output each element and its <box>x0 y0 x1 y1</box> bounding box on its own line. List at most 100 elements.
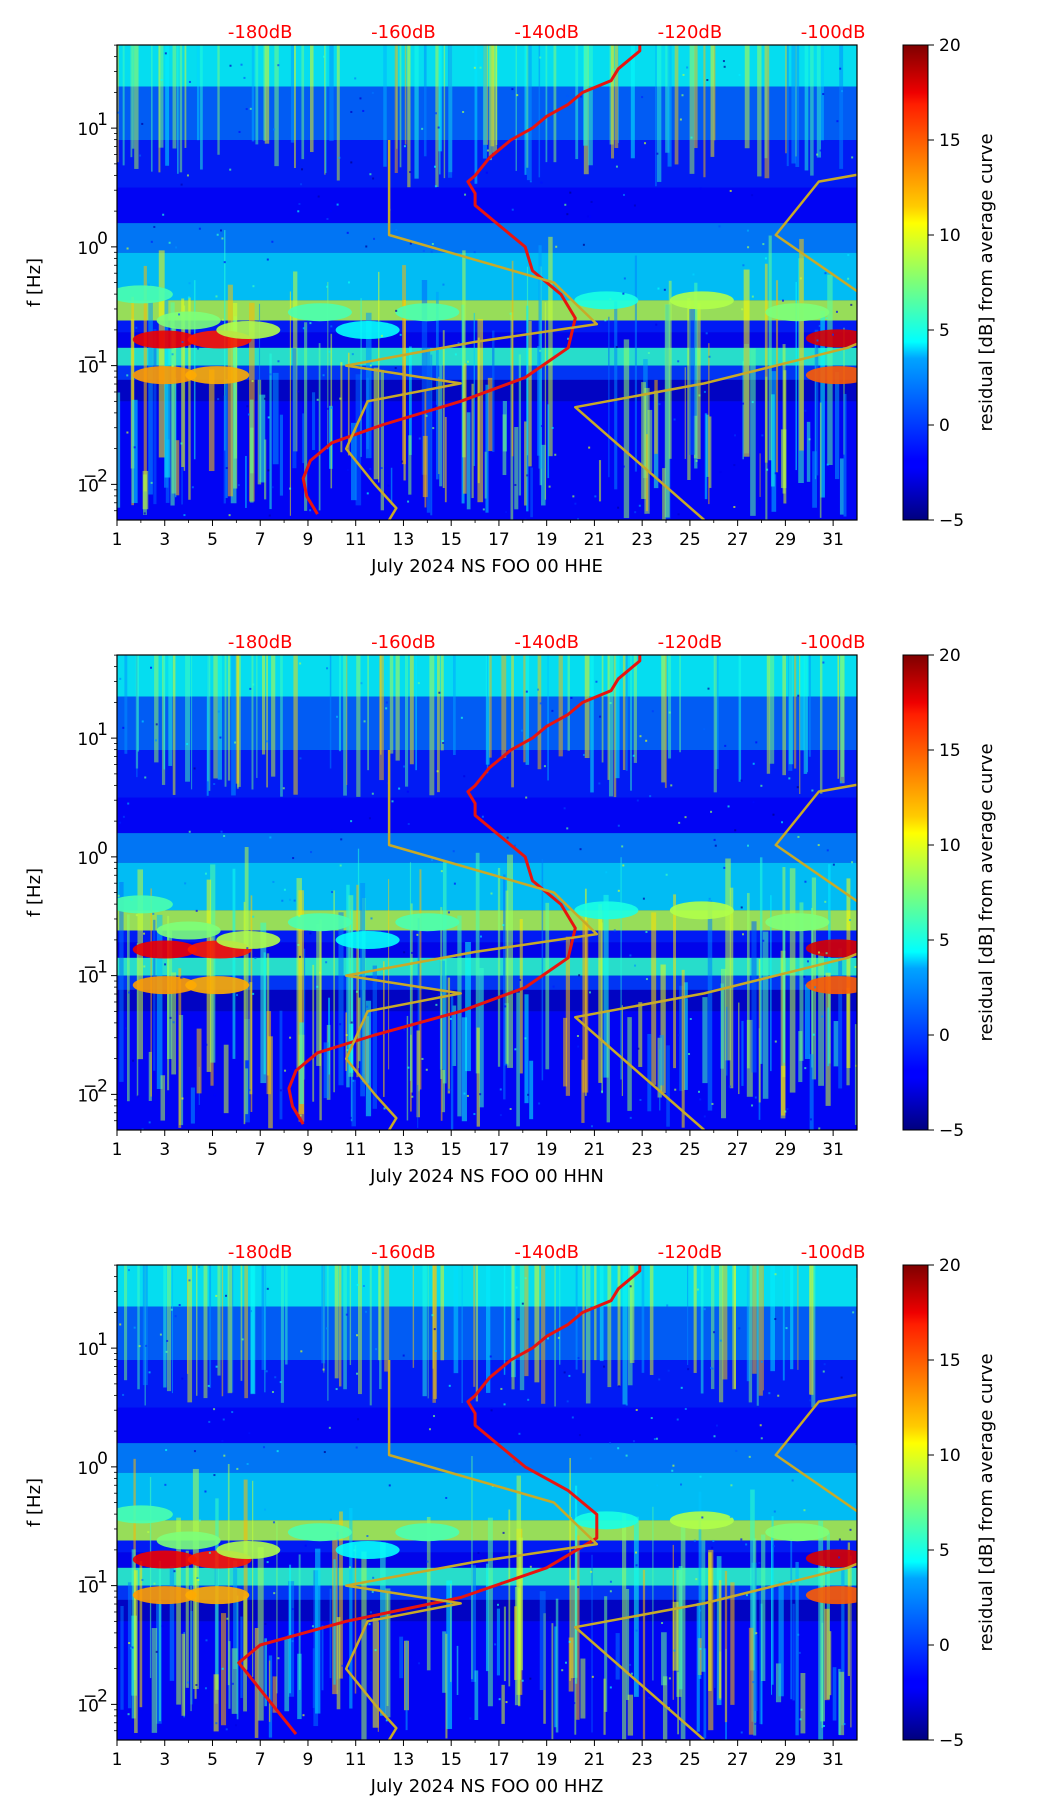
speckle <box>322 1368 325 1371</box>
speckle <box>696 1288 699 1291</box>
speckle <box>336 715 339 718</box>
speckle <box>772 813 775 816</box>
speckle <box>849 1528 852 1531</box>
stripe <box>652 1506 654 1681</box>
speckle <box>432 427 435 430</box>
stripe <box>645 434 649 512</box>
stripe <box>119 882 124 1082</box>
stripe <box>372 965 377 1109</box>
speckle <box>663 288 666 291</box>
speckle <box>657 287 660 290</box>
stripe <box>450 996 454 1130</box>
speckle <box>297 210 300 213</box>
hf-stripe <box>327 1265 329 1401</box>
hf-stripe <box>447 45 453 178</box>
stripe <box>268 1655 273 1738</box>
speckle <box>740 779 743 782</box>
speckle <box>505 1701 508 1704</box>
stripe <box>382 961 385 1097</box>
speckle <box>204 872 207 875</box>
speckle <box>546 1337 549 1340</box>
stripe <box>471 1455 473 1680</box>
speckle <box>540 181 543 184</box>
speckle <box>155 739 158 742</box>
stripe <box>526 305 529 512</box>
stripe <box>524 421 527 506</box>
stripe <box>457 915 462 1117</box>
freq-band-7 <box>117 930 857 943</box>
speckle <box>809 1118 812 1121</box>
speckle <box>711 1367 714 1370</box>
x-tick-label: 5 <box>207 1140 218 1160</box>
microseism-blob-9 <box>669 291 734 310</box>
speckle <box>164 52 167 55</box>
stripe <box>514 1606 517 1680</box>
hf-stripe <box>132 45 135 149</box>
stripe <box>319 919 322 1121</box>
stripe <box>818 1520 824 1740</box>
stripe <box>408 346 412 455</box>
speckle <box>665 873 668 876</box>
hf-stripe <box>453 655 456 755</box>
speckle <box>181 341 184 344</box>
stripe <box>651 912 657 1085</box>
speckle <box>272 1521 275 1524</box>
speckle <box>159 1333 162 1336</box>
speckle <box>329 1518 332 1521</box>
hf-stripe <box>526 45 529 168</box>
stripe <box>762 931 769 1099</box>
speckle <box>353 1549 356 1552</box>
average-psd-curve <box>287 655 642 1125</box>
speckle <box>506 836 509 839</box>
speckle <box>249 687 252 690</box>
x-tick-label: 21 <box>584 1140 606 1160</box>
speckle <box>323 1451 326 1454</box>
stripe <box>153 919 156 1071</box>
speckle <box>417 682 420 685</box>
stripe <box>729 887 734 1089</box>
hf-stripe <box>800 655 805 751</box>
stripe <box>633 1516 639 1697</box>
speckle <box>637 1047 640 1050</box>
speckle <box>195 1684 198 1687</box>
speckle <box>734 434 737 437</box>
stripe <box>236 1595 239 1720</box>
speckle <box>521 1302 524 1305</box>
speckle <box>181 1097 184 1100</box>
hf-stripe <box>808 1265 811 1395</box>
speckle <box>345 1313 348 1316</box>
hf-stripe <box>423 45 427 157</box>
db-scale-label: -120dB <box>658 1242 723 1263</box>
speckle <box>755 741 758 744</box>
speckle <box>851 861 854 864</box>
stripe <box>608 316 610 478</box>
stripe <box>339 1511 343 1679</box>
speckle <box>398 787 401 790</box>
speckle <box>718 225 721 228</box>
hf-stripe <box>554 1265 556 1407</box>
hf-stripe <box>334 1265 339 1379</box>
speckle <box>263 397 266 400</box>
stripe <box>689 309 696 455</box>
stripe <box>664 304 670 518</box>
speckle <box>407 500 410 503</box>
speckle <box>326 407 329 410</box>
stripe <box>814 329 819 476</box>
speckle <box>781 299 784 302</box>
speckle <box>331 829 334 832</box>
speckle <box>323 55 326 58</box>
speckle <box>629 954 632 957</box>
hf-stripe <box>209 1265 212 1388</box>
hf-stripe <box>791 45 796 164</box>
hf-stripe <box>756 1265 759 1406</box>
y-tick-label: 10 <box>77 1340 99 1360</box>
hf-stripe <box>163 1265 167 1388</box>
stripe <box>350 909 353 1122</box>
stripe <box>537 346 541 456</box>
stripe <box>799 238 804 451</box>
hf-stripe <box>538 45 541 178</box>
hf-stripe <box>782 1265 785 1381</box>
speckle <box>366 492 369 495</box>
db-scale-label: -180dB <box>228 632 293 653</box>
speckle <box>277 64 280 67</box>
